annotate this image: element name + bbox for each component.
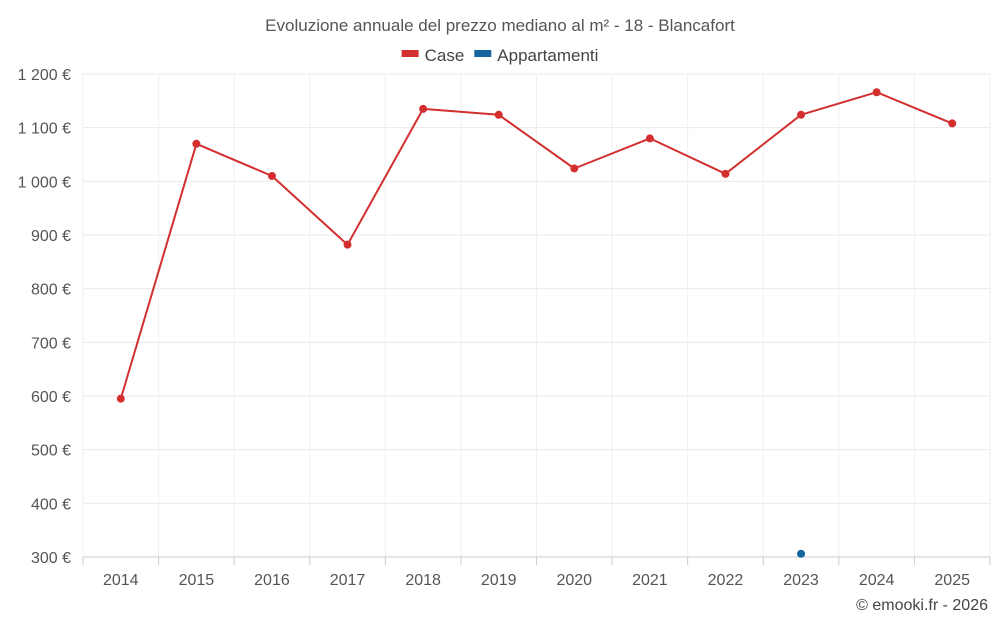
y-axis: 300 € 400 € 500 € 600 € 700 € 800 € 900 € 1 000… bbox=[18, 67, 71, 567]
x-tick-label-2016: 2016 bbox=[254, 572, 290, 589]
data-point-case-2017[interactable] bbox=[343, 240, 352, 249]
x-tick-label-2023: 2023 bbox=[783, 572, 819, 589]
legend-swatch-appartamenti bbox=[474, 50, 492, 57]
x-tick-label-2020: 2020 bbox=[556, 572, 592, 589]
y-tick-label-1100: 1 100 € bbox=[18, 121, 71, 138]
y-tick-label-500: 500 € bbox=[31, 443, 71, 460]
series-layer bbox=[116, 88, 957, 558]
data-point-case-2020[interactable] bbox=[570, 164, 579, 173]
y-tick-label-1000: 1 000 € bbox=[18, 174, 71, 191]
legend-item-appartamenti[interactable]: Appartamenti bbox=[474, 46, 598, 65]
legend-label-appartamenti: Appartamenti bbox=[497, 46, 598, 65]
series-line-case bbox=[119, 91, 953, 399]
credit-text: © emooki.fr - 2026 bbox=[856, 597, 988, 614]
x-tick-label-2025: 2025 bbox=[934, 572, 970, 589]
y-tick-label-700: 700 € bbox=[31, 335, 71, 352]
data-point-appartamenti-2023[interactable] bbox=[797, 549, 806, 558]
data-point-case-2014[interactable] bbox=[116, 394, 125, 403]
x-tick-label-2014: 2014 bbox=[103, 572, 139, 589]
data-point-case-2019[interactable] bbox=[494, 110, 503, 119]
y-tick-label-1200: 1 200 € bbox=[18, 67, 71, 84]
x-tick-label-2015: 2015 bbox=[179, 572, 215, 589]
y-tick-label-800: 800 € bbox=[31, 282, 71, 299]
x-tick-label-2017: 2017 bbox=[330, 572, 366, 589]
y-tick-label-600: 600 € bbox=[31, 389, 71, 406]
x-tick-label-2019: 2019 bbox=[481, 572, 517, 589]
data-point-case-2015[interactable] bbox=[192, 139, 201, 148]
data-point-case-2023[interactable] bbox=[797, 110, 806, 119]
x-tick-label-2021: 2021 bbox=[632, 572, 668, 589]
legend-swatch-case bbox=[401, 50, 419, 57]
legend-label-case: Case bbox=[425, 46, 465, 65]
legend-item-case[interactable]: Case bbox=[401, 46, 465, 65]
x-axis: 2014 2015 2016 2017 2018 2019 2020 2021 2022 2023… bbox=[82, 556, 991, 589]
x-tick-label-2018: 2018 bbox=[405, 572, 441, 589]
x-tick-label-2024: 2024 bbox=[859, 572, 895, 589]
data-point-case-2022[interactable] bbox=[721, 169, 730, 178]
y-tick-label-900: 900 € bbox=[31, 228, 71, 245]
chart-title: Evoluzione annuale del prezzo mediano al… bbox=[265, 16, 735, 35]
data-point-case-2025[interactable] bbox=[948, 119, 957, 128]
data-point-case-2021[interactable] bbox=[645, 134, 654, 143]
y-tick-label-400: 400 € bbox=[31, 496, 71, 513]
grid-lines bbox=[82, 73, 991, 558]
legend: Case Appartamenti bbox=[401, 46, 598, 65]
y-tick-label-300: 300 € bbox=[31, 550, 71, 567]
data-point-case-2018[interactable] bbox=[419, 104, 428, 113]
data-point-case-2016[interactable] bbox=[267, 171, 276, 180]
x-tick-label-2022: 2022 bbox=[708, 572, 744, 589]
data-point-case-2024[interactable] bbox=[872, 88, 881, 97]
